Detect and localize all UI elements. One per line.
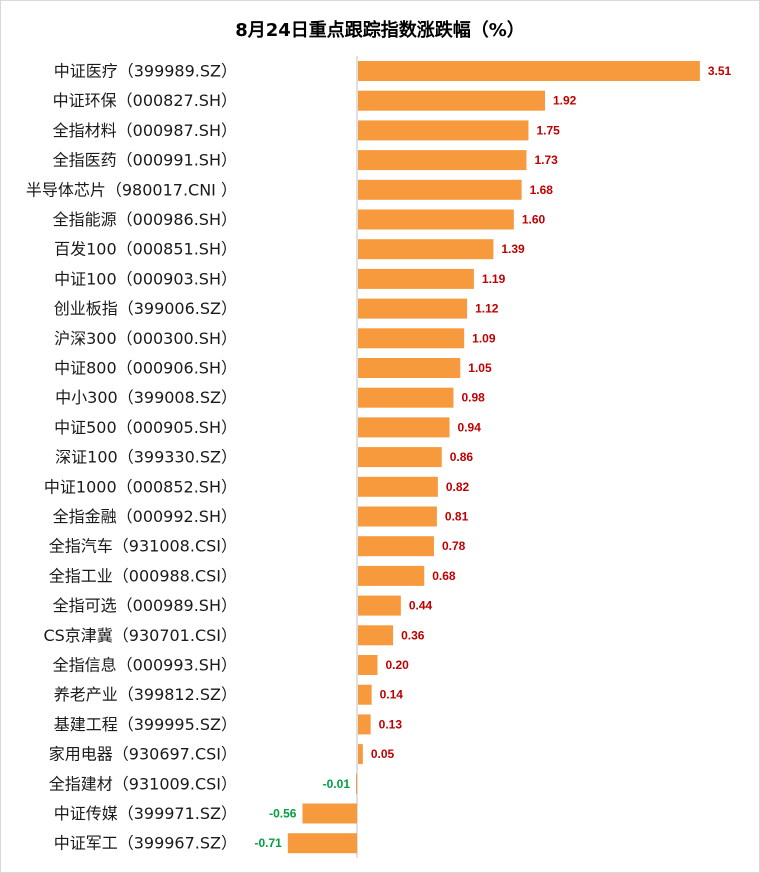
bar: [358, 239, 494, 260]
bar: [358, 120, 529, 141]
value-label: 3.51: [708, 64, 732, 78]
category-label: 中证100（000903.SH）: [54, 269, 237, 288]
category-label: 深证100（399330.SZ）: [55, 448, 237, 467]
value-label: 1.39: [501, 242, 525, 256]
bar: [287, 833, 357, 854]
bar: [358, 447, 442, 468]
category-label: 中证800（000906.SH）: [54, 359, 237, 378]
value-label: 1.09: [472, 331, 496, 345]
category-label: 基建工程（399995.SZ）: [54, 715, 237, 734]
value-label: 0.05: [371, 747, 395, 761]
bar: [358, 714, 371, 735]
category-label: 全指汽车（931008.CSI）: [49, 537, 237, 556]
bar: [358, 655, 378, 675]
category-label: 全指可选（000989.SH）: [53, 596, 237, 615]
bar: [358, 209, 514, 230]
category-label: 中证军工（399967.SZ）: [54, 834, 237, 853]
category-label: 中证环保（000827.SH）: [53, 91, 237, 110]
value-label: 1.68: [530, 183, 554, 197]
category-label: 半导体芯片（980017.CNI ）: [26, 180, 237, 199]
value-label: 0.14: [380, 688, 404, 702]
bar: [358, 684, 372, 705]
value-label: 0.68: [432, 569, 456, 583]
category-label: 中证医疗（399989.SZ）: [54, 62, 237, 81]
bar: [358, 150, 527, 171]
value-label: 0.86: [450, 450, 474, 464]
bar: [358, 476, 438, 497]
value-label: 0.36: [401, 628, 425, 642]
value-label: 0.98: [461, 391, 485, 405]
value-label: 0.94: [458, 420, 482, 434]
value-label: 0.82: [446, 480, 470, 494]
value-label: -0.56: [269, 807, 297, 821]
value-label: 1.92: [553, 94, 577, 108]
category-label: 创业板指（399006.SZ）: [54, 299, 237, 318]
value-label: 1.60: [522, 213, 546, 227]
bar: [358, 298, 468, 319]
value-label: 1.73: [535, 153, 559, 167]
bar: [358, 417, 450, 438]
bar: [358, 268, 474, 289]
category-label: 全指建材（931009.CSI）: [49, 774, 237, 793]
bar: [358, 90, 546, 111]
value-label: 0.81: [445, 510, 469, 524]
value-label: 0.13: [379, 717, 403, 731]
bar: [358, 179, 522, 200]
category-label: 百发100（000851.SH）: [54, 240, 237, 259]
category-label: 中证500（000905.SH）: [54, 418, 237, 437]
value-label: 1.19: [482, 272, 506, 286]
value-label: 1.75: [536, 123, 560, 137]
bar: [358, 61, 700, 81]
chart-title: 8月24日重点跟踪指数涨跌幅（%）: [235, 20, 525, 41]
value-label: 1.05: [468, 361, 492, 375]
value-label: 0.78: [442, 539, 466, 553]
value-label: -0.71: [254, 836, 282, 850]
category-label: 中证传媒（399971.SZ）: [54, 804, 237, 823]
value-label: 1.12: [475, 302, 499, 316]
bar: [358, 536, 434, 557]
category-label: 沪深300（000300.SH）: [54, 329, 237, 348]
category-label: 全指工业（000988.CSI）: [49, 566, 237, 585]
bar: [358, 328, 465, 349]
category-label: 中小300（399008.SZ）: [55, 388, 237, 407]
bar: [356, 773, 357, 794]
value-label: 0.44: [409, 599, 433, 613]
bar: [358, 625, 394, 646]
category-label: 全指金融（000992.SH）: [53, 507, 237, 526]
category-label: 中证1000（000852.SH）: [44, 477, 237, 496]
bar: [358, 506, 437, 527]
category-label: 全指医药（000991.SH）: [53, 151, 237, 170]
category-label: 家用电器（930697.CSI）: [49, 745, 237, 764]
category-label: 全指信息（000993.SH）: [53, 656, 237, 675]
category-label: 全指能源（000986.SH）: [53, 210, 237, 229]
value-label: 0.20: [385, 658, 409, 672]
category-label: 养老产业（399812.SZ）: [54, 685, 237, 704]
bar: [302, 803, 357, 824]
bar: [358, 744, 363, 765]
value-label: -0.01: [323, 777, 351, 791]
bar: [358, 565, 425, 586]
bar: [358, 358, 461, 378]
bar: [358, 387, 454, 408]
bar: [358, 595, 401, 616]
category-label: CS京津冀（930701.CSI）: [43, 626, 237, 645]
category-label: 全指材料（000987.SH）: [53, 121, 237, 140]
